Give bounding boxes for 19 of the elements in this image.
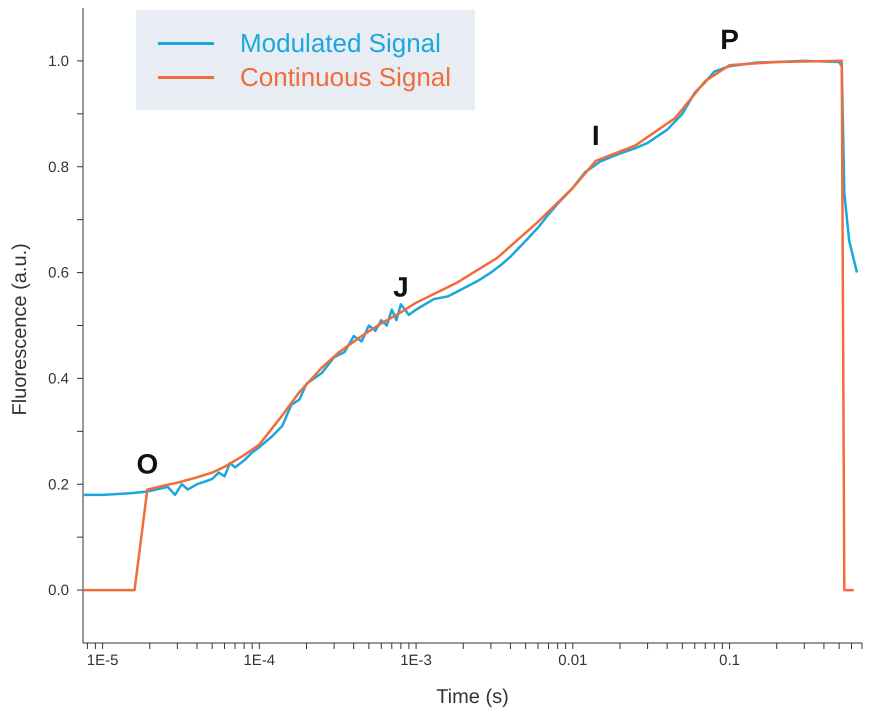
annotation: J	[393, 271, 409, 302]
legend-label: Continuous Signal	[240, 62, 452, 92]
y-tick-label: 0.4	[48, 370, 69, 388]
x-tick-label: 0.01	[558, 652, 588, 669]
legend-label: Modulated Signal	[240, 28, 441, 58]
x-tick-label: 1E-4	[243, 652, 276, 669]
y-tick-label: 0.0	[48, 582, 69, 600]
x-axis-title: Time (s)	[436, 686, 509, 708]
annotation: O	[136, 448, 158, 480]
y-tick-label: 0.8	[48, 158, 69, 176]
x-tick-label: 1E-5	[86, 652, 118, 669]
y-tick-label: 1.0	[48, 52, 69, 70]
y-axis-title: Fluorescence (a.u.)	[9, 243, 32, 416]
y-tick-label: 0.2	[48, 476, 69, 494]
annotation: I	[592, 120, 600, 151]
x-tick-label: 0.1	[719, 652, 740, 669]
annotation: P	[720, 24, 739, 56]
y-tick-label: 0.6	[48, 264, 69, 282]
x-tick-label: 1E-3	[400, 652, 432, 669]
